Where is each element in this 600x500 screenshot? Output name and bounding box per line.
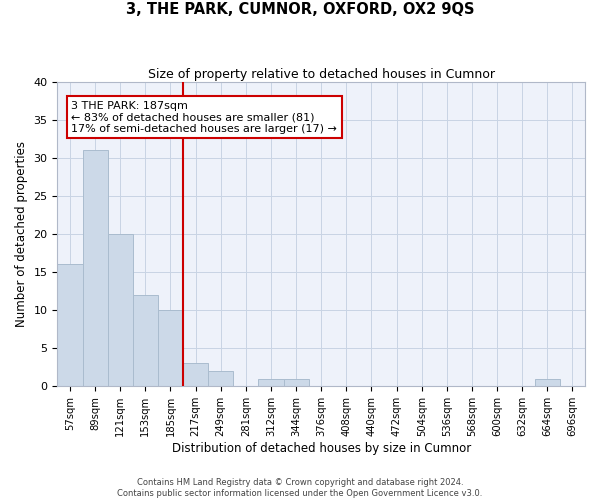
Bar xyxy=(208,371,233,386)
Text: 3, THE PARK, CUMNOR, OXFORD, OX2 9QS: 3, THE PARK, CUMNOR, OXFORD, OX2 9QS xyxy=(126,2,474,18)
Title: Size of property relative to detached houses in Cumnor: Size of property relative to detached ho… xyxy=(148,68,495,80)
X-axis label: Distribution of detached houses by size in Cumnor: Distribution of detached houses by size … xyxy=(172,442,471,455)
Text: 3 THE PARK: 187sqm
← 83% of detached houses are smaller (81)
17% of semi-detache: 3 THE PARK: 187sqm ← 83% of detached hou… xyxy=(71,100,337,134)
Bar xyxy=(284,378,308,386)
Bar xyxy=(158,310,183,386)
Bar xyxy=(58,264,83,386)
Bar xyxy=(107,234,133,386)
Bar xyxy=(183,364,208,386)
Y-axis label: Number of detached properties: Number of detached properties xyxy=(15,141,28,327)
Bar xyxy=(83,150,107,386)
Bar xyxy=(133,295,158,386)
Bar xyxy=(259,378,284,386)
Bar xyxy=(535,378,560,386)
Text: Contains HM Land Registry data © Crown copyright and database right 2024.
Contai: Contains HM Land Registry data © Crown c… xyxy=(118,478,482,498)
